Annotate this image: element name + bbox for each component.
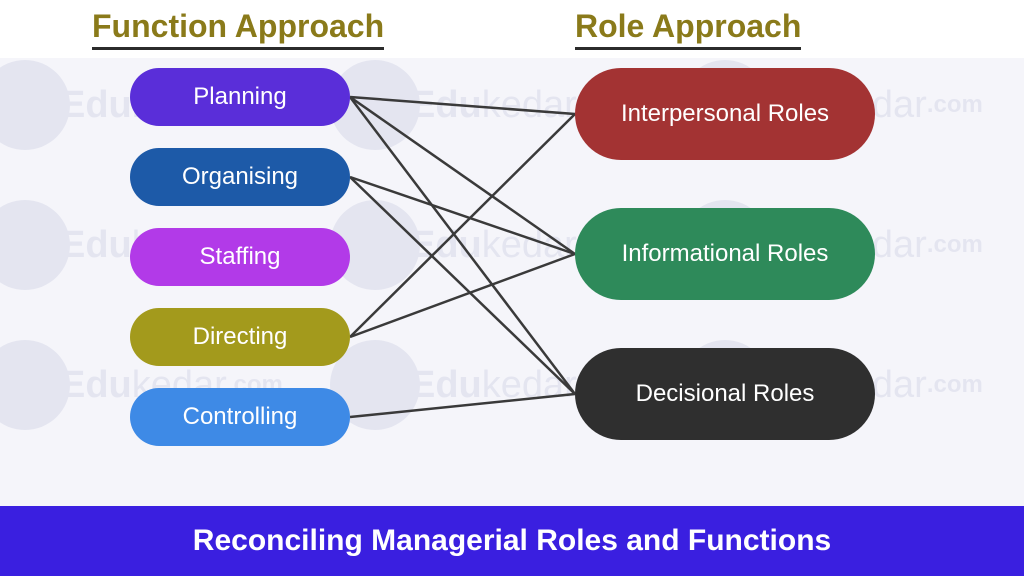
function-pill-organising: Organising (130, 148, 350, 206)
function-pill-directing: Directing (130, 308, 350, 366)
heading-right-text: Role Approach (575, 8, 801, 44)
role-pill-decisional-roles: Decisional Roles (575, 348, 875, 440)
function-pill-controlling: Controlling (130, 388, 350, 446)
role-pill-interpersonal-roles: Interpersonal Roles (575, 68, 875, 160)
function-pill-staffing: Staffing (130, 228, 350, 286)
function-pill-planning: Planning (130, 68, 350, 126)
heading-left-text: Function Approach (92, 8, 384, 44)
heading-function-approach: Function Approach (92, 8, 384, 50)
footer-title-bar: Reconciling Managerial Roles and Functio… (0, 506, 1024, 576)
footer-title-text: Reconciling Managerial Roles and Functio… (193, 524, 831, 558)
role-pill-informational-roles: Informational Roles (575, 208, 875, 300)
heading-role-approach: Role Approach (575, 8, 801, 50)
